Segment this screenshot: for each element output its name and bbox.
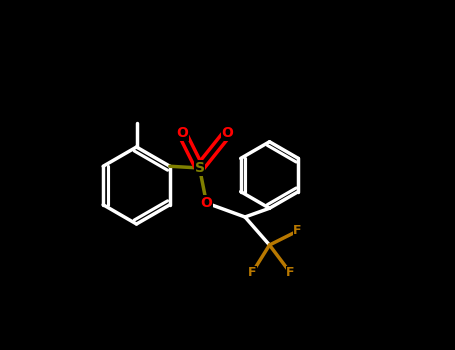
- Text: F: F: [286, 266, 295, 280]
- Text: F: F: [293, 224, 302, 238]
- Text: F: F: [248, 266, 256, 280]
- Text: O: O: [201, 196, 212, 210]
- Text: O: O: [176, 126, 188, 140]
- Text: S: S: [194, 161, 204, 175]
- Text: O: O: [222, 126, 233, 140]
